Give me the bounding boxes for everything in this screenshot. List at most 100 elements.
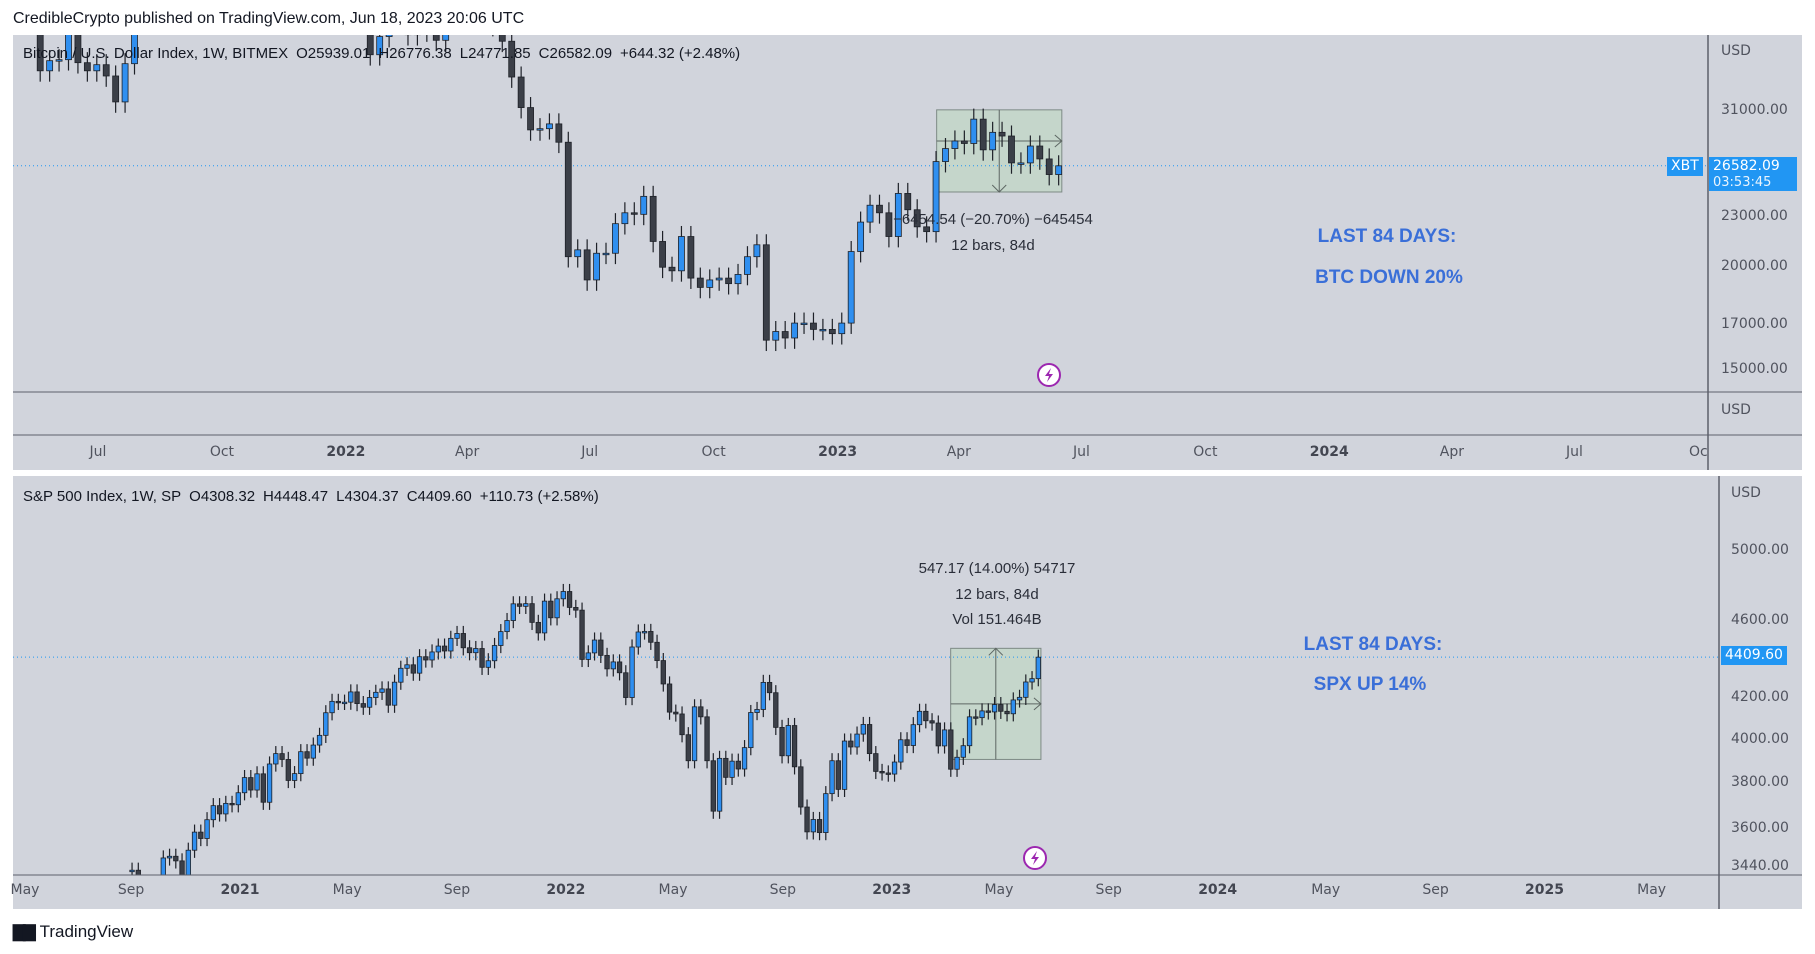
- candle: [760, 674, 766, 718]
- spx-plot: [13, 583, 1719, 902]
- candle-body: [414, 35, 421, 36]
- btc-chart-pane[interactable]: [13, 35, 1802, 470]
- candle-body: [942, 148, 949, 162]
- candle: [604, 647, 610, 677]
- candle-body: [46, 60, 54, 72]
- candle: [754, 701, 760, 721]
- candle: [471, 0, 477, 12]
- lightning-event-icon[interactable]: [1037, 363, 1061, 387]
- candle: [904, 182, 912, 221]
- candle: [129, 862, 135, 875]
- candle: [527, 97, 534, 141]
- candle: [998, 697, 1004, 719]
- candle: [698, 699, 704, 725]
- candle: [804, 799, 810, 840]
- candle: [623, 665, 629, 706]
- candle-body: [516, 603, 523, 607]
- candle-body: [529, 603, 535, 623]
- candle: [404, 657, 410, 676]
- candle-body: [621, 212, 629, 225]
- candle: [873, 746, 879, 780]
- candle-body: [348, 0, 354, 4]
- candle-body: [429, 651, 435, 661]
- candle: [1017, 152, 1025, 174]
- publisher-line: CredibleCrypto published on TradingView.…: [13, 10, 525, 27]
- candle: [410, 657, 416, 681]
- candle-body: [623, 672, 629, 698]
- candle-body: [454, 633, 460, 639]
- time-tick-label: Sep: [769, 882, 797, 898]
- candle-body: [951, 140, 959, 149]
- candle: [554, 591, 560, 626]
- candle-body: [254, 773, 260, 791]
- candle-body: [998, 131, 1006, 137]
- candle-body: [1026, 145, 1034, 164]
- candle-body: [173, 855, 179, 862]
- candle-body: [291, 773, 298, 781]
- candle-body: [866, 204, 874, 223]
- candle-body: [866, 724, 873, 755]
- candle: [910, 717, 916, 754]
- candle-body: [329, 700, 335, 714]
- candle: [725, 267, 732, 295]
- candle-body: [298, 751, 304, 775]
- legend-high: H26776.38: [378, 45, 452, 62]
- candle-body: [149, 897, 154, 902]
- btc-note-line2: BTC DOWN 20%: [1315, 267, 1463, 288]
- candle-body: [885, 772, 891, 775]
- price-tick-label: 5000.00: [1731, 542, 1789, 558]
- candle: [593, 242, 600, 291]
- candle-body: [536, 128, 544, 131]
- candle-body: [473, 648, 479, 654]
- candle: [766, 674, 773, 701]
- candle: [741, 740, 748, 777]
- candle: [715, 267, 723, 291]
- candle: [1055, 155, 1063, 186]
- candle-body: [479, 648, 485, 668]
- candle-body: [523, 603, 529, 607]
- lightning-event-icon[interactable]: [1023, 846, 1047, 870]
- candle-body: [648, 631, 654, 643]
- candle: [679, 706, 685, 743]
- time-tick-label: 2022: [326, 444, 366, 460]
- candle-body: [452, 0, 458, 1]
- candle: [838, 312, 846, 345]
- candle-body: [348, 691, 354, 703]
- candle: [46, 50, 54, 82]
- time-tick-label: 2025: [1524, 882, 1564, 898]
- price-tick-label: 4000.00: [1731, 730, 1789, 747]
- candle: [396, 0, 402, 12]
- price-tick-label: 3800.00: [1731, 773, 1789, 790]
- candle: [348, 684, 354, 710]
- candle-body: [102, 64, 110, 77]
- candle-body: [753, 244, 761, 258]
- candle: [480, 0, 486, 34]
- candle-body: [466, 647, 473, 654]
- candle-body: [910, 724, 916, 746]
- candle: [798, 759, 804, 815]
- candle: [102, 54, 110, 87]
- candle-body: [860, 724, 866, 735]
- time-tick-label: Oct: [1193, 444, 1218, 460]
- candle: [546, 113, 553, 140]
- candle-body: [773, 692, 779, 728]
- candle-body: [798, 766, 804, 808]
- candle-body: [698, 706, 704, 718]
- candle: [779, 719, 785, 764]
- candle-body: [373, 691, 379, 698]
- candle: [173, 848, 179, 869]
- candle-body: [941, 729, 948, 747]
- candle: [1023, 674, 1029, 705]
- time-tick-label: Jul: [581, 444, 599, 460]
- candle: [210, 798, 216, 828]
- candle: [1045, 148, 1053, 186]
- candle-body: [379, 688, 385, 693]
- candle: [772, 320, 780, 352]
- candle: [885, 765, 891, 782]
- spx-chart-pane[interactable]: [13, 476, 1802, 909]
- candle: [260, 766, 266, 810]
- btc-note-line1: LAST 84 DAYS:: [1317, 226, 1457, 247]
- candle-body: [564, 141, 572, 258]
- candle: [666, 676, 673, 720]
- candle: [979, 703, 985, 726]
